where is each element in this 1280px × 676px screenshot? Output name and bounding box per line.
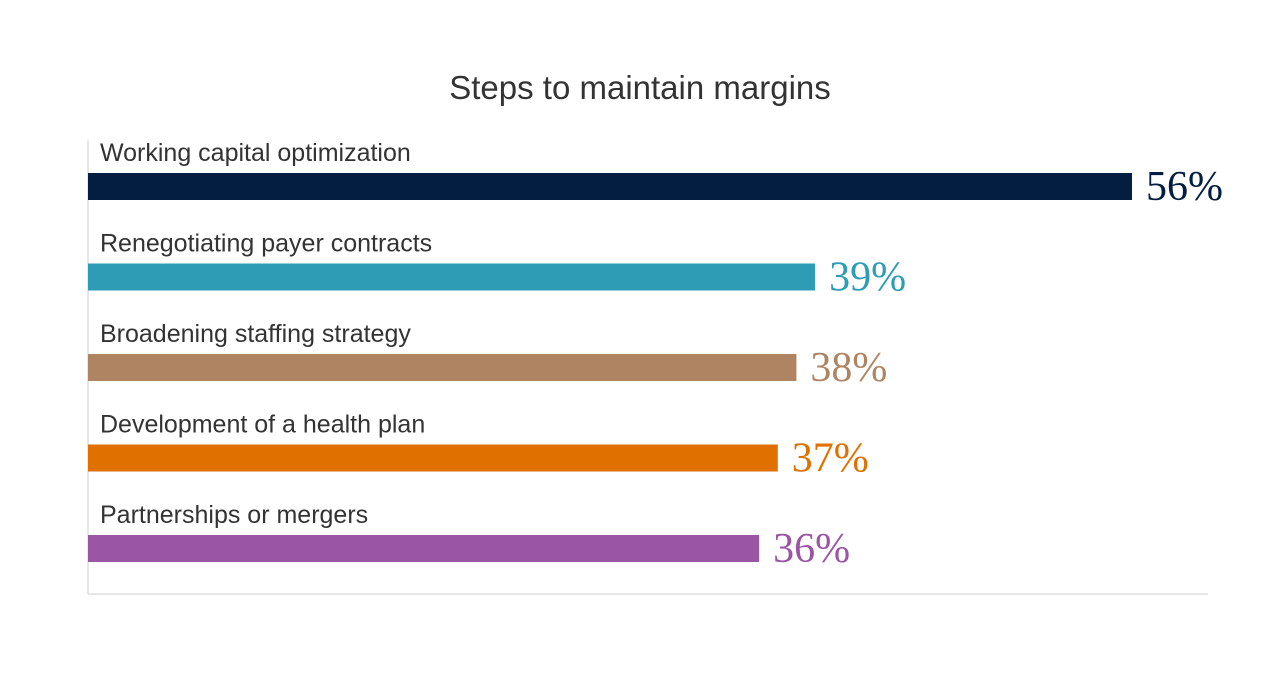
bar [88, 173, 1132, 200]
value-label: 36% [773, 526, 850, 572]
value-label: 38% [810, 345, 887, 391]
category-label: Renegotiating payer contracts [100, 230, 432, 258]
bar [88, 354, 797, 381]
bar [88, 535, 760, 562]
bar [88, 263, 816, 291]
bars-group: Working capital optimization 56% Renegotia… [88, 139, 1223, 572]
category-label: Development of a health plan [100, 411, 425, 439]
category-label: Working capital optimization [100, 139, 411, 167]
chart-title: Steps to maintain margins [449, 69, 831, 106]
value-label: 37% [792, 436, 869, 482]
category-label: Broadening staffing strategy [100, 320, 411, 348]
value-label: 39% [829, 255, 906, 301]
bar [88, 444, 778, 472]
value-label: 56% [1146, 164, 1223, 210]
category-label: Partnerships or mergers [100, 501, 368, 529]
